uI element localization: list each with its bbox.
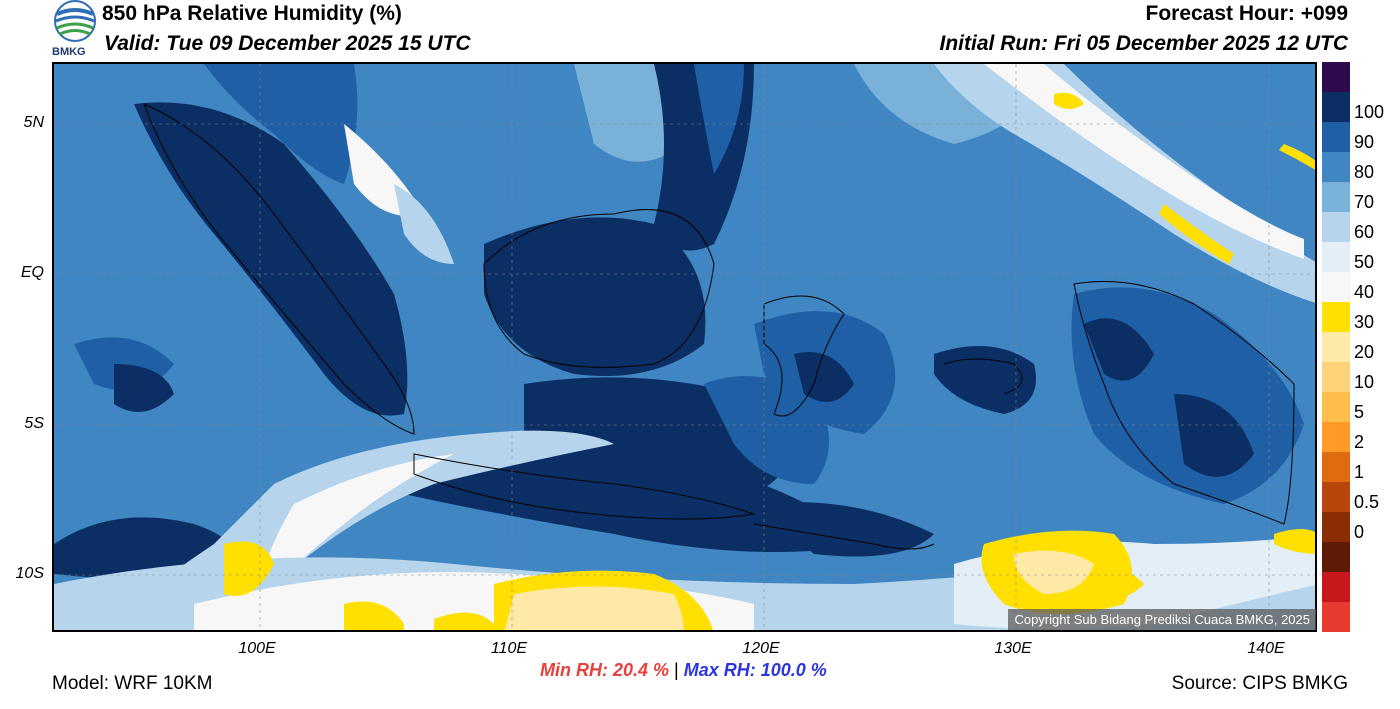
source-label: Source: CIPS BMKG: [1171, 673, 1348, 694]
colorbar-swatch: [1322, 542, 1350, 573]
initial-run: Initial Run: Fri 05 December 2025 12 UTC: [939, 32, 1348, 55]
bmkg-logo: [52, 0, 98, 60]
lon-label-100e: 100E: [238, 640, 276, 657]
colorbar: [1322, 62, 1350, 633]
min-rh: Min RH: 20.4 %: [540, 660, 670, 680]
chart-title: 850 hPa Relative Humidity (%): [102, 2, 402, 25]
colorbar-label: 5: [1354, 402, 1365, 422]
colorbar-label: 10: [1354, 372, 1375, 392]
colorbar-label: 70: [1354, 192, 1375, 212]
lon-label-110e: 110E: [490, 640, 528, 657]
minmax-readout: Min RH: 20.4 % | Max RH: 100.0 %: [540, 660, 827, 681]
colorbar-swatch: [1322, 152, 1350, 183]
colorbar-label: 1: [1354, 462, 1365, 482]
lat-label-10s: 10S: [15, 565, 44, 582]
colorbar-swatch: [1322, 602, 1350, 633]
colorbar-swatches: [1322, 62, 1350, 633]
colorbar-label: 30: [1354, 312, 1375, 332]
colorbar-swatch: [1322, 92, 1350, 123]
lon-label-130e: 130E: [994, 640, 1032, 657]
lat-label-eq: EQ: [20, 264, 44, 281]
colorbar-label: 0.5: [1354, 492, 1380, 512]
colorbar-swatch: [1322, 182, 1350, 213]
colorbar-swatch: [1322, 272, 1350, 303]
colorbar-swatch: [1322, 122, 1350, 153]
colorbar-label: 100: [1354, 102, 1385, 122]
colorbar-label: 0: [1354, 522, 1365, 542]
colorbar-swatch: [1322, 332, 1350, 363]
colorbar-label: 20: [1354, 342, 1375, 362]
lon-label-140e: 140E: [1247, 640, 1285, 657]
lat-label-5s: 5S: [24, 415, 44, 432]
colorbar-swatch: [1322, 422, 1350, 453]
colorbar-swatch: [1322, 452, 1350, 483]
valid-time: Valid: Tue 09 December 2025 15 UTC: [104, 32, 471, 55]
colorbar-label: 2: [1354, 432, 1365, 452]
colorbar-label: 60: [1354, 222, 1375, 242]
colorbar-swatch: [1322, 212, 1350, 243]
colorbar-label: 80: [1354, 162, 1375, 182]
logo-text: BMKG: [52, 46, 86, 58]
max-rh: Max RH: 100.0 %: [683, 660, 827, 680]
map-canvas: [54, 64, 1315, 630]
copyright-notice: Copyright Sub Bidang Prediksi Cuaca BMKG…: [1008, 609, 1316, 630]
colorbar-label: 90: [1354, 132, 1375, 152]
colorbar-swatch: [1322, 482, 1350, 513]
colorbar-swatch: [1322, 572, 1350, 603]
colorbar-swatch: [1322, 392, 1350, 423]
lat-label-5n: 5N: [23, 114, 44, 131]
minmax-separator: |: [674, 660, 679, 680]
colorbar-label: 50: [1354, 252, 1375, 272]
forecast-hour: Forecast Hour: +099: [1145, 2, 1349, 25]
colorbar-swatch: [1322, 62, 1350, 93]
lon-label-120e: 120E: [742, 640, 780, 657]
colorbar-swatch: [1322, 362, 1350, 393]
colorbar-swatch: [1322, 242, 1350, 273]
colorbar-swatch: [1322, 512, 1350, 543]
humidity-map: [52, 62, 1317, 632]
model-label: Model: WRF 10KM: [52, 673, 213, 694]
colorbar-swatch: [1322, 302, 1350, 333]
colorbar-label: 40: [1354, 282, 1375, 302]
